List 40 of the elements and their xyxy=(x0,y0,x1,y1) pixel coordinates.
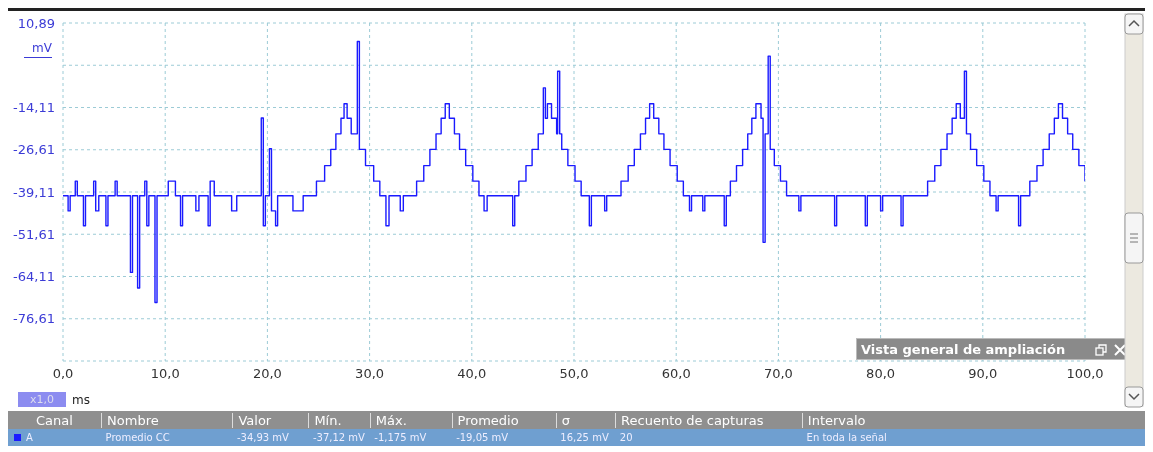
text: Intervalo xyxy=(801,412,1145,428)
y-tick-label: -26,61 xyxy=(13,142,55,158)
y-axis-title: mV xyxy=(24,41,52,58)
text: Recuento de capturas xyxy=(615,412,802,428)
x-tick-label: 30,0 xyxy=(355,366,385,382)
text: -19,05 mV xyxy=(456,432,509,443)
text: Valor xyxy=(232,412,309,428)
x-tick-label: 10,0 xyxy=(150,366,180,382)
text: Máx. xyxy=(369,412,452,428)
text: Mín. xyxy=(308,412,370,428)
x-tick-label: 80,0 xyxy=(866,366,896,382)
text: 16,25 mV xyxy=(560,432,609,443)
text: En toda la señal xyxy=(806,432,887,443)
y-tick-label: -51,61 xyxy=(13,226,55,242)
text: 20 xyxy=(619,432,633,443)
text: Canal xyxy=(35,412,74,428)
text: -37,12 mV xyxy=(312,432,365,443)
text: A xyxy=(26,432,33,443)
y-tick-label: -39,11 xyxy=(13,184,55,200)
y-tick-label: 10,89 xyxy=(17,15,55,31)
text: Nombre xyxy=(101,412,233,428)
text: Promedio CC xyxy=(105,432,170,443)
x-tick-label: 20,0 xyxy=(252,366,282,382)
text: -1,175 mV xyxy=(374,432,427,443)
text: Promedio xyxy=(451,412,556,428)
x-tick-label: 40,0 xyxy=(457,366,487,382)
y-tick-label: -76,61 xyxy=(13,311,55,327)
x-tick-label: 50,0 xyxy=(559,366,589,382)
y-tick-label: -64,11 xyxy=(13,269,55,285)
x-axis-title: ms xyxy=(72,392,90,407)
y-tick-label: -14,11 xyxy=(13,100,55,116)
x-tick-label: 100,0 xyxy=(1066,366,1104,382)
text: σ xyxy=(555,412,616,428)
x-tick-label: 60,0 xyxy=(661,366,691,382)
text: -34,93 mV xyxy=(236,432,289,443)
annotation: Vista general de ampliación xyxy=(861,341,1066,357)
x-tick-label: 90,0 xyxy=(968,366,998,382)
x-tick-label: 70,0 xyxy=(763,366,793,382)
text: x1,0 xyxy=(18,392,67,407)
x-tick-label: 0,0 xyxy=(52,366,74,382)
